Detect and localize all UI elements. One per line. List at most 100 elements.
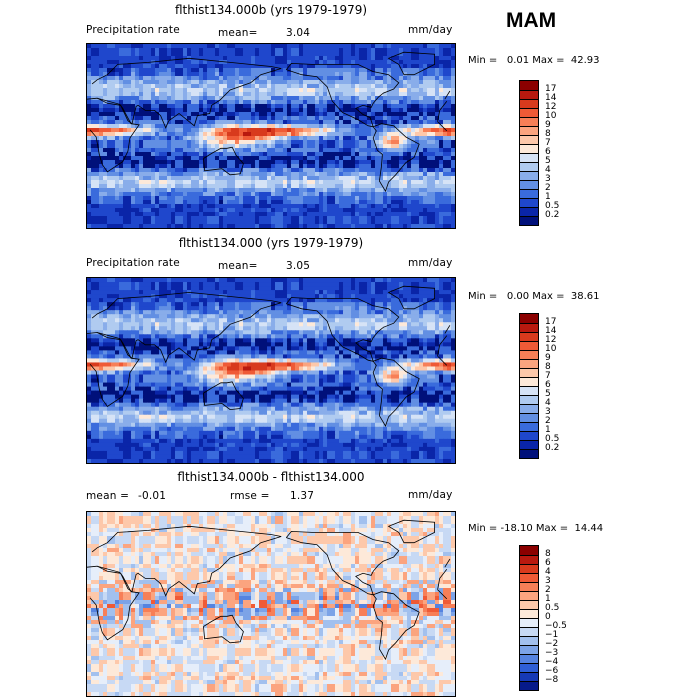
- colorbar-swatch: [520, 171, 538, 180]
- colorbar-tick-label: 10: [545, 344, 557, 354]
- colorbar-tick-label: 0.2: [545, 443, 560, 453]
- colorbar-tick-label: −1: [545, 630, 559, 640]
- colorbar-tick-label: 4: [545, 398, 551, 408]
- colorbar-swatch: [520, 216, 538, 225]
- colorbar-tick-label: 17: [545, 317, 557, 327]
- panel-2-map: [86, 277, 456, 464]
- coastline: [437, 568, 448, 590]
- colorbar-tick-label: 2: [545, 416, 551, 426]
- colorbar-tick-label: 14: [545, 326, 557, 336]
- colorbar-swatch: [520, 582, 538, 591]
- colorbar-swatch: [520, 99, 538, 108]
- colorbar-swatch: [520, 591, 538, 600]
- colorbar-swatch: [520, 449, 538, 458]
- colorbar-tick-label: 5: [545, 156, 551, 166]
- colorbar-swatch: [520, 386, 538, 395]
- colorbar-swatch: [520, 368, 538, 377]
- colorbar-tick-label: 4: [545, 165, 551, 175]
- colorbar-swatch: [520, 645, 538, 654]
- colorbar-tick-label: 1: [545, 594, 551, 604]
- colorbar-tick-label: 2: [545, 585, 551, 595]
- panel-2-units: mm/day: [408, 257, 453, 269]
- colorbar-swatch: [520, 359, 538, 368]
- colorbar-tick-label: 4: [545, 567, 551, 577]
- colorbar-tick-label: 10: [545, 111, 557, 121]
- colorbar-swatch: [520, 377, 538, 386]
- panel-1-colorbar: [519, 80, 539, 226]
- colorbar-swatch: [520, 341, 538, 350]
- coastline: [285, 62, 400, 128]
- panel-2-mean-label: mean=: [218, 260, 258, 272]
- colorbar-tick-label: −2: [545, 639, 559, 649]
- season-label: MAM: [506, 9, 557, 32]
- colorbar-tick-label: 7: [545, 371, 551, 381]
- colorbar-tick-label: 3: [545, 576, 551, 586]
- colorbar-tick-label: 2: [545, 183, 551, 193]
- coastline: [387, 51, 436, 76]
- colorbar-swatch: [520, 609, 538, 618]
- colorbar-tick-label: −0.5: [545, 621, 567, 631]
- colorbar-swatch: [520, 144, 538, 153]
- colorbar-tick-label: 3: [545, 407, 551, 417]
- colorbar-swatch: [520, 135, 538, 144]
- coastline: [444, 90, 451, 100]
- colorbar-swatch: [520, 198, 538, 207]
- coastline: [203, 146, 244, 176]
- coastline: [285, 530, 400, 596]
- colorbar-swatch: [520, 332, 538, 341]
- colorbar-swatch: [520, 440, 538, 449]
- colorbar-tick-label: 1: [545, 192, 551, 202]
- colorbar-swatch: [520, 162, 538, 171]
- colorbar-swatch: [520, 627, 538, 636]
- colorbar-tick-label: −4: [545, 657, 559, 667]
- panel-1-units: mm/day: [408, 24, 453, 36]
- panel-1-mean-label: mean=: [218, 27, 258, 39]
- colorbar-swatch: [520, 117, 538, 126]
- coastline: [444, 558, 451, 568]
- colorbar-tick-label: −6: [545, 666, 559, 676]
- colorbar-tick-label: 12: [545, 102, 557, 112]
- panel-3-rmse-value: 1.37: [290, 490, 315, 502]
- coastline: [437, 589, 448, 600]
- panel-1-map-field: [87, 44, 455, 228]
- colorbar-swatch: [520, 654, 538, 663]
- coastline: [87, 525, 282, 597]
- panel-3-minmax: Min = -18.10 Max = 14.44: [468, 523, 604, 534]
- panel-3-mean-value: -0.01: [138, 490, 167, 502]
- colorbar-tick-label: 9: [545, 120, 551, 130]
- colorbar-tick-label: 14: [545, 93, 557, 103]
- coastline: [285, 297, 400, 362]
- colorbar-swatch: [520, 90, 538, 99]
- coastline: [89, 565, 140, 641]
- colorbar-swatch: [520, 413, 538, 422]
- coastline: [89, 97, 140, 173]
- colorbar-swatch: [520, 636, 538, 645]
- colorbar-swatch: [520, 126, 538, 135]
- colorbar-tick-label: 8: [545, 549, 551, 559]
- colorbar-tick-label: 6: [545, 380, 551, 390]
- colorbar-tick-label: 0.5: [545, 603, 560, 613]
- colorbar-tick-label: 1: [545, 425, 551, 435]
- colorbar-swatch: [520, 81, 538, 90]
- panel-1-variable-label: Precipitation rate: [86, 24, 180, 36]
- colorbar-swatch: [520, 618, 538, 627]
- panel-2-title: flthist134.000 (yrs 1979-1979): [178, 236, 364, 250]
- colorbar-swatch: [520, 546, 538, 555]
- coastline: [372, 123, 420, 193]
- coastline: [437, 100, 448, 122]
- colorbar-swatch: [520, 108, 538, 117]
- colorbar-tick-label: 7: [545, 138, 551, 148]
- colorbar-tick-label: 12: [545, 335, 557, 345]
- colorbar-swatch: [520, 350, 538, 359]
- colorbar-swatch: [520, 422, 538, 431]
- colorbar-tick-label: 8: [545, 362, 551, 372]
- coastline: [372, 591, 420, 661]
- coastline: [387, 519, 436, 544]
- colorbar-tick-label: 6: [545, 558, 551, 568]
- coastline: [437, 121, 448, 132]
- panel-2-mean-value: 3.05: [286, 260, 311, 272]
- colorbar-tick-label: 0.5: [545, 434, 560, 444]
- colorbar-swatch: [520, 323, 538, 332]
- colorbar-tick-label: 9: [545, 353, 551, 363]
- coastline: [87, 291, 282, 364]
